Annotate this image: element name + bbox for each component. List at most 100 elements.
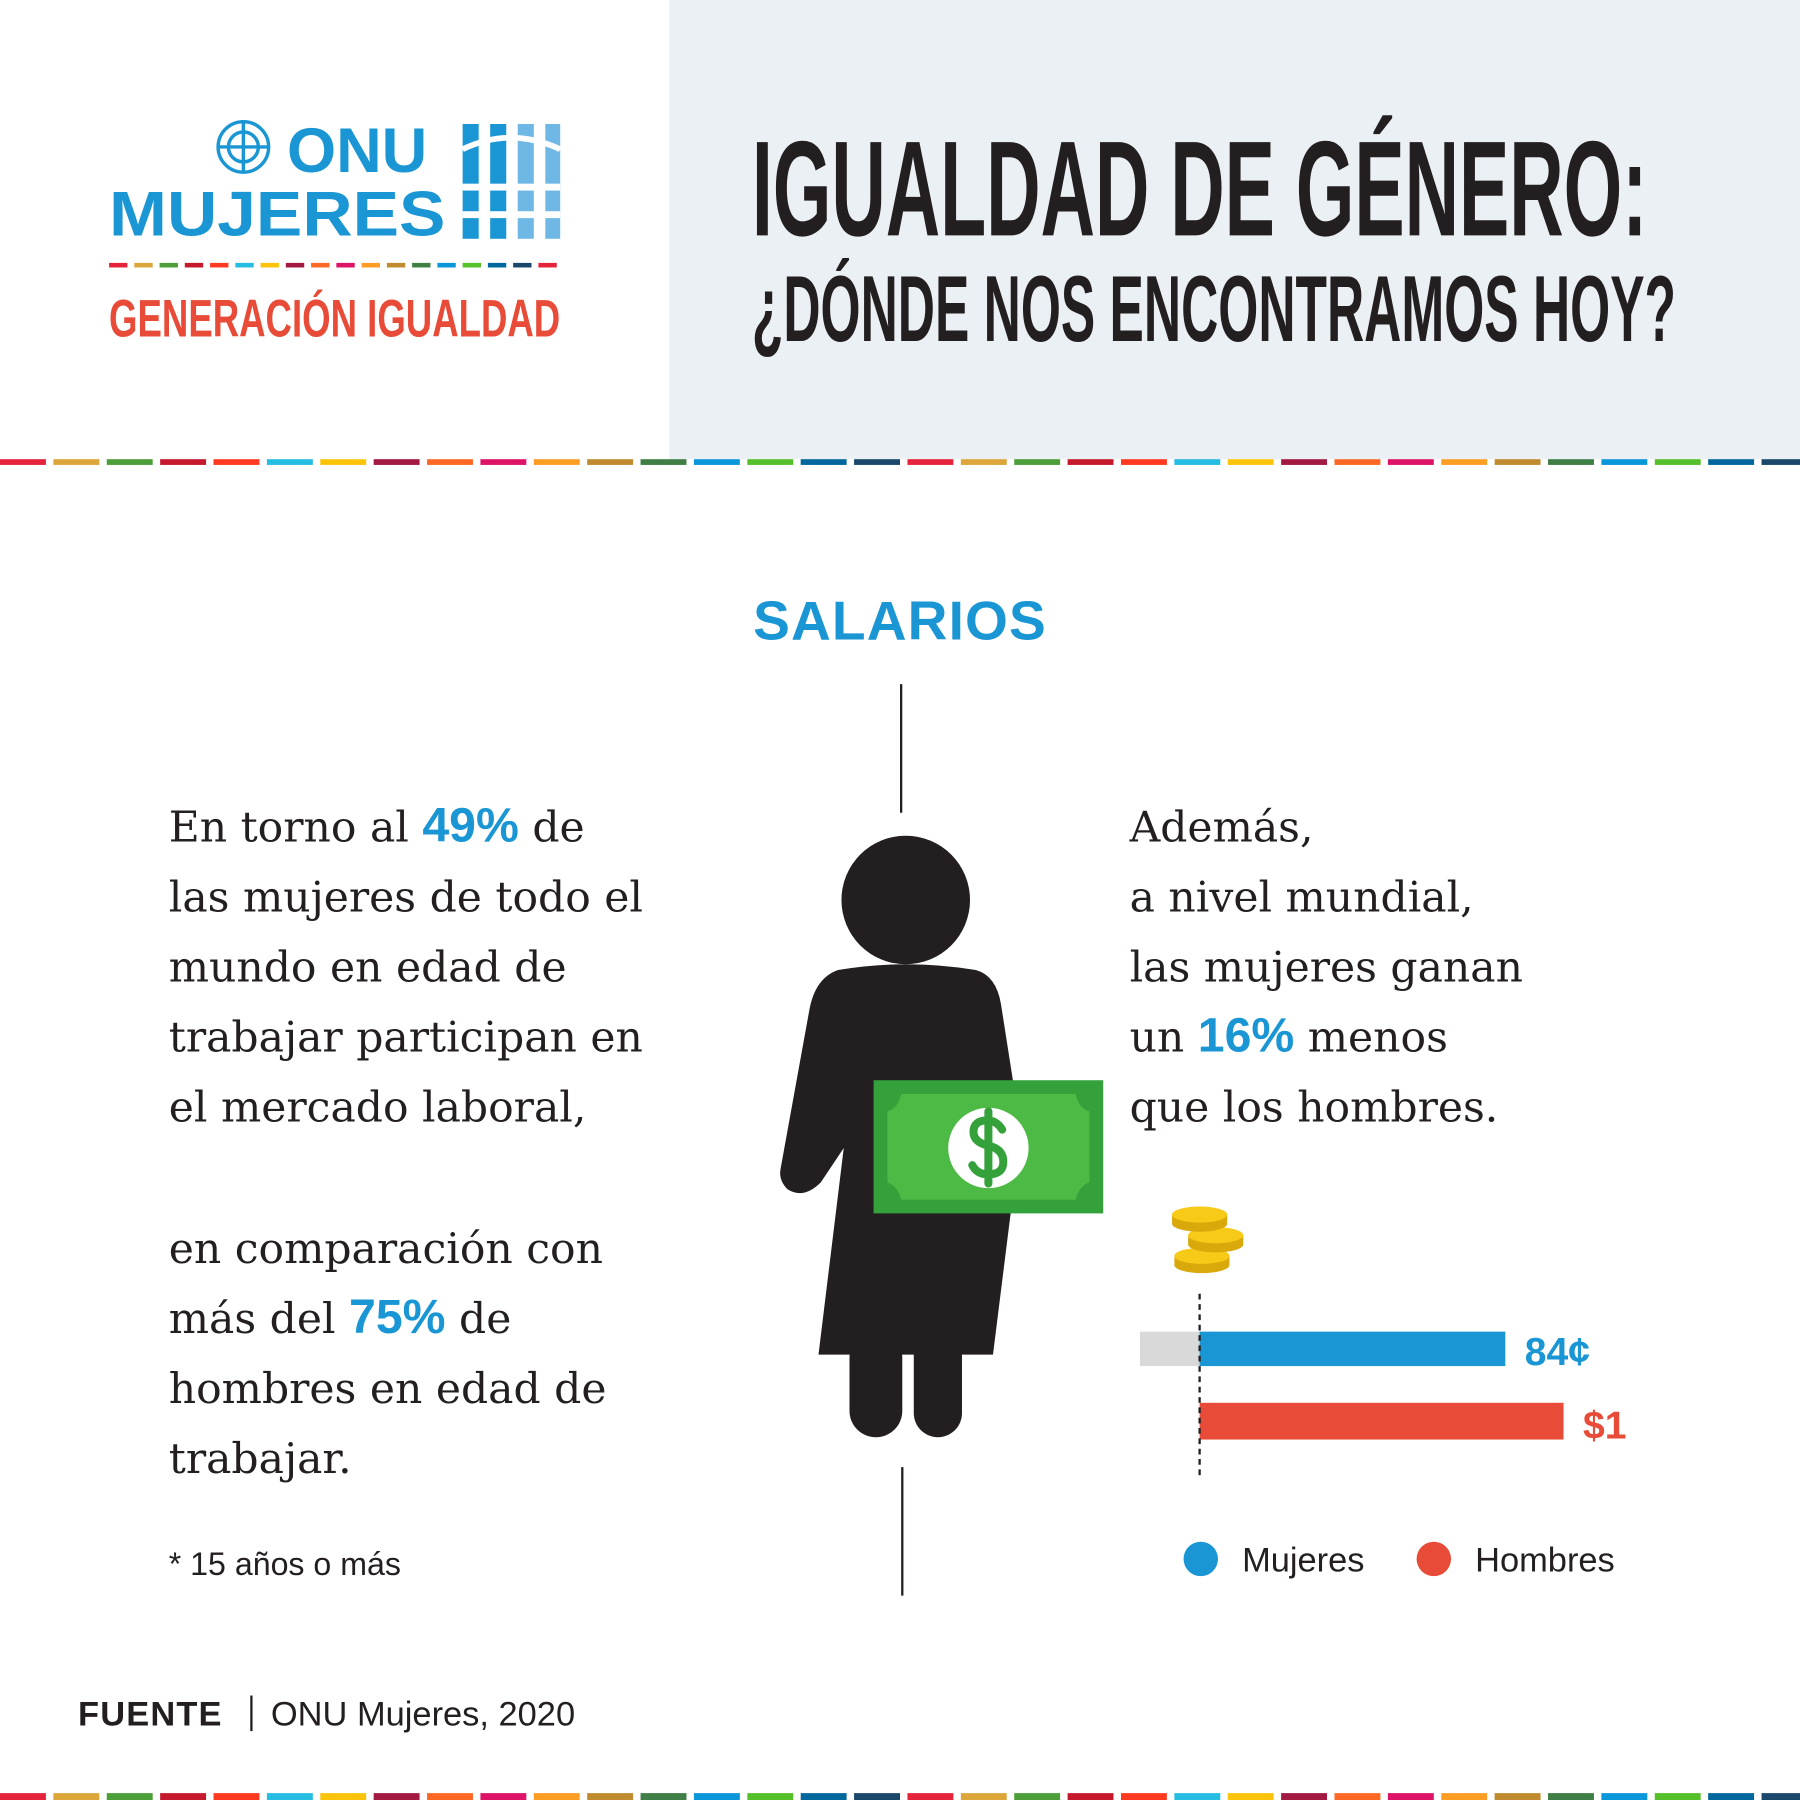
- stripe-dash: [1494, 459, 1541, 465]
- stripe-dash: [533, 1793, 580, 1800]
- stripe-dash: [1227, 459, 1274, 465]
- stripe-dash: [373, 459, 420, 465]
- text-segment: de: [519, 803, 585, 852]
- stripe-dash: [320, 459, 367, 465]
- text-segment: de: [446, 1295, 512, 1344]
- legend-label: Hombres: [1475, 1542, 1615, 1580]
- section-title: SALARIOS: [753, 589, 1047, 651]
- stripe-dash: [373, 1793, 420, 1800]
- legend-marker: [1416, 1541, 1452, 1577]
- stripe-dash: [1761, 1793, 1800, 1800]
- stripe-dash: [320, 1793, 367, 1800]
- stripe-dash: [311, 262, 330, 268]
- bar-label: $1: [1583, 1404, 1626, 1447]
- stripe-dash: [412, 262, 431, 268]
- stripe-dash: [538, 262, 557, 268]
- stripe-dash: [747, 459, 794, 465]
- stripe-dash: [1601, 459, 1648, 465]
- stripe-dash: [1174, 1793, 1221, 1800]
- bar: [1199, 1331, 1506, 1367]
- stripe-dash: [907, 459, 954, 465]
- stripe-dash: [266, 1793, 313, 1800]
- stripe-dash: [106, 1793, 153, 1800]
- logo-icon: [461, 120, 562, 239]
- stripe-dash: [235, 262, 254, 268]
- stripe-dash: [386, 262, 406, 268]
- stripe-dash: [1708, 1793, 1755, 1800]
- stripe-dash: [0, 1793, 46, 1800]
- stripe-dash: [213, 1793, 260, 1800]
- stripe-dash: [1014, 459, 1061, 465]
- text-segment: un: [1130, 1014, 1198, 1063]
- stripe-dash: [693, 459, 740, 465]
- stripe-dash: [1601, 1793, 1648, 1800]
- stripe-dash: [210, 262, 229, 268]
- stripe-dash: [336, 262, 355, 268]
- stripe-dash: [1281, 459, 1328, 465]
- stripe-dash: [1174, 459, 1221, 465]
- stripe-dash: [854, 1793, 900, 1800]
- text-line: trabajar participan en: [169, 1014, 643, 1063]
- legend-marker: [1183, 1541, 1218, 1577]
- text-line: que los hombres.: [1130, 1084, 1499, 1133]
- stripe-dash: [854, 459, 900, 465]
- stripe-dash: [266, 459, 313, 465]
- stripe-dash: [1441, 459, 1488, 465]
- text-line: las mujeres de todo el: [169, 873, 643, 922]
- stripe-dash: [1654, 459, 1701, 465]
- stripe-dash: [462, 262, 481, 268]
- stripe-dash: [134, 262, 153, 268]
- stripe-dash: [159, 262, 178, 268]
- stripe-dash: [427, 1793, 473, 1800]
- footer-label: FUENTE: [78, 1695, 223, 1733]
- text-line: a nivel mundial,: [1130, 873, 1474, 922]
- stripe-dash: [1548, 1793, 1594, 1800]
- text-segment: menos: [1294, 1014, 1448, 1063]
- stripe-dash: [53, 459, 100, 465]
- stripe-dash: [106, 459, 153, 465]
- stripe-dash: [1067, 459, 1114, 465]
- stripe-dash: [53, 1793, 100, 1800]
- highlight-figure: 75%: [349, 1290, 445, 1344]
- stripe-dash: [1494, 1793, 1541, 1800]
- text-line: En torno al 49% de: [169, 798, 585, 852]
- stripe-dash: [1281, 1793, 1328, 1800]
- text-line: las mujeres ganan: [1130, 944, 1523, 993]
- stripe-dash: [587, 1793, 634, 1800]
- logo-stripe: [109, 262, 557, 268]
- text-line: en comparación con: [169, 1225, 603, 1274]
- stripe-dash: [160, 459, 207, 465]
- bar: [1199, 1402, 1564, 1440]
- coins-icon: [1172, 1206, 1244, 1274]
- stripe-dash: [587, 459, 634, 465]
- stripe-dash: [1387, 1793, 1434, 1800]
- text-line: Además,: [1129, 803, 1314, 852]
- highlight-figure: 16%: [1198, 1009, 1294, 1063]
- stripe-dash: [480, 459, 527, 465]
- title: IGUALDAD DE GÉNERO:: [752, 112, 1647, 264]
- stripe-dash: [427, 459, 473, 465]
- stripe-dash: [640, 1793, 687, 1800]
- stripe-dash: [1441, 1793, 1488, 1800]
- stripe-dash: [533, 459, 580, 465]
- stripe-dash: [213, 459, 260, 465]
- text-line: mundo en edad de: [169, 944, 567, 993]
- text-line: un 16% menos: [1130, 1009, 1448, 1063]
- stripe-dash: [480, 1793, 527, 1800]
- highlight-figure: 49%: [422, 798, 518, 852]
- stripe-dash: [361, 262, 380, 268]
- bar-stub: [1139, 1331, 1200, 1367]
- note: * 15 años o más: [169, 1546, 401, 1582]
- text-line: más del 75% de: [169, 1290, 512, 1344]
- stripe-dash: [640, 459, 687, 465]
- stripe-dash: [800, 459, 847, 465]
- stripe-dash: [285, 262, 305, 268]
- money-bill: [873, 1080, 1104, 1214]
- text-segment: En torno al: [169, 803, 423, 852]
- stripe-dash: [160, 1793, 207, 1800]
- stripe-dash: [960, 459, 1007, 465]
- un-emblem: [216, 119, 271, 174]
- logo-line-1: ONU: [287, 116, 427, 186]
